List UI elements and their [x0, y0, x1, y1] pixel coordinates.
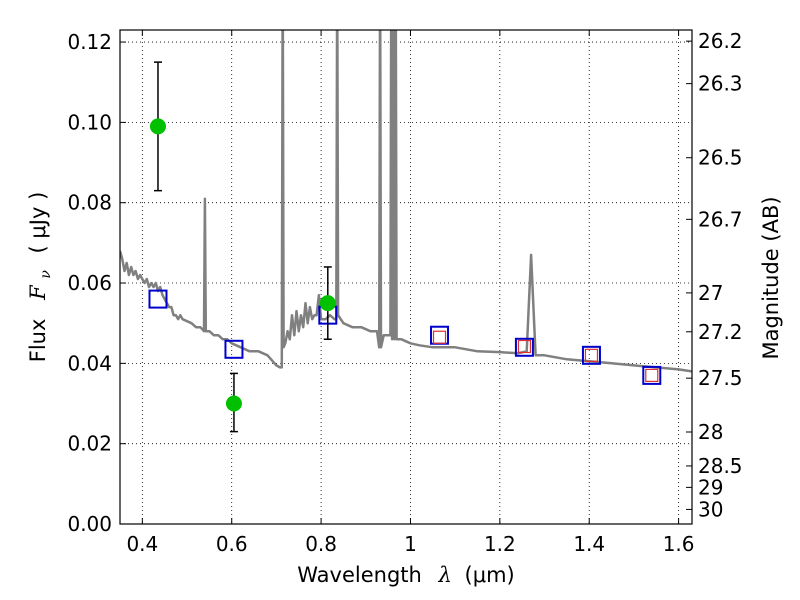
observed-point [225, 395, 242, 412]
y2-tick-label: 27.2 [698, 320, 743, 344]
y-axis-label-subscript: ν [38, 270, 54, 279]
x-axis-label-prefix: Wavelength [297, 563, 422, 587]
x-axis-label: Wavelength λ (μm) [297, 563, 514, 587]
y2-tick-label: 30 [698, 497, 723, 521]
x-tick-label: 1.6 [663, 532, 695, 556]
x-axis-label-unit: (μm) [465, 563, 515, 587]
model-photometry-red-square [584, 348, 599, 362]
y-tick-label: 0.10 [67, 110, 112, 134]
y-axis-label: Flux F ν ( μJy ) [26, 192, 55, 363]
y-tick-label: 0.04 [67, 351, 112, 375]
y2-axis-label: Magnitude (AB) [759, 196, 783, 359]
y-tick-label: 0.08 [67, 191, 112, 215]
tick-labels: 0.4 0.6 0.8 1 1.2 1.4 1.6 0.00 0.02 0.04 0.06 0.08 0… [67, 29, 742, 556]
photometry-markers-layer [148, 61, 662, 433]
axes-frame [119, 29, 693, 525]
y-axis-label-symbol: F [26, 284, 50, 301]
observed-point [149, 118, 166, 135]
model-spectrum-layer [120, 30, 692, 373]
x-tick-label: 0.6 [216, 532, 248, 556]
model-photometry-blue-square [514, 337, 534, 357]
model-photometry-blue-square [642, 365, 662, 385]
x-tick-label: 0.8 [305, 532, 337, 556]
y2-tick-label: 26.2 [698, 29, 743, 53]
model-photometry-blue-square [224, 339, 244, 359]
y2-tick-label: 28.5 [698, 454, 743, 478]
model-photometry-red-square [432, 330, 447, 344]
svg-text:Flux F ν ( μ: Flux F ν ( μJy ) [26, 192, 55, 363]
y-tick-label: 0.12 [67, 30, 112, 54]
y2-tick-label: 27.5 [698, 366, 743, 390]
plot-frame [119, 29, 693, 525]
x-tick-label: 1.2 [484, 532, 516, 556]
model-spectrum-line [120, 30, 692, 373]
x-tick-label: 1.4 [573, 532, 605, 556]
model-photometry-red-square [645, 368, 659, 382]
x-tick-label: 0.4 [126, 532, 158, 556]
y2-tick-label: 26.5 [698, 146, 743, 170]
model-photometry-blue-square [581, 345, 601, 365]
y2-tick-label: 28 [698, 420, 723, 444]
model-photometry-blue-square [148, 289, 168, 309]
x-axis-label-symbol: λ [438, 563, 452, 587]
y2-tick-label: 26.3 [698, 72, 743, 96]
y2-tick-label: 27 [698, 281, 723, 305]
y2-tick-label: 26.7 [698, 207, 743, 231]
y-tick-label: 0.00 [67, 512, 112, 536]
svg-text:Magnitude (AB): Magnitude (AB) [759, 196, 783, 359]
observed-point [319, 295, 336, 312]
y2-tick-label: 29 [698, 475, 723, 499]
y-axis-label-prefix: Flux [26, 319, 50, 363]
y-tick-label: 0.06 [67, 271, 112, 295]
model-photometry-red-square [517, 339, 532, 354]
y-tick-label: 0.02 [67, 432, 112, 456]
x-tick-label: 1 [404, 532, 417, 556]
y-axis-label-unit: ( μJy ) [26, 192, 50, 254]
